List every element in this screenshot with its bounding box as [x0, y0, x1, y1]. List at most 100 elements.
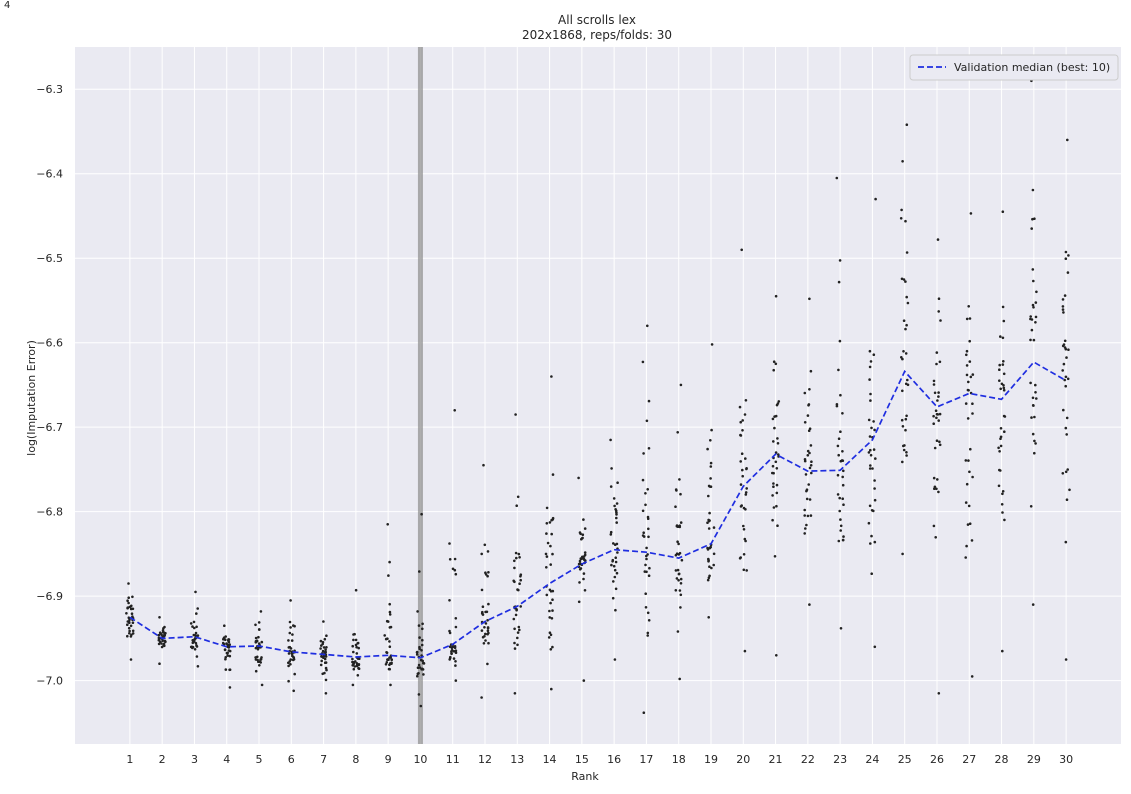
scatter-point	[257, 642, 261, 645]
scatter-point	[676, 568, 680, 572]
scatter-point	[227, 639, 230, 642]
scatter-point	[741, 474, 744, 478]
scatter-point	[228, 649, 232, 653]
scatter-point	[838, 339, 842, 343]
scatter-point	[807, 483, 810, 486]
scatter-point	[644, 592, 647, 595]
scatter-point	[743, 649, 747, 653]
scatter-point	[901, 160, 904, 163]
scatter-point	[932, 383, 936, 386]
scatter-point	[904, 417, 908, 421]
scatter-point	[513, 641, 516, 645]
scatter-point	[712, 563, 715, 567]
scatter-point	[613, 575, 617, 579]
scatter-point	[642, 531, 645, 534]
scatter-point	[481, 613, 485, 616]
scatter-point	[126, 599, 129, 602]
scatter-point	[678, 551, 682, 555]
scatter-point	[126, 606, 129, 609]
scatter-point	[965, 317, 969, 321]
scatter-point	[1065, 433, 1068, 436]
scatter-point	[932, 379, 936, 383]
scatter-point	[195, 644, 198, 647]
scatter-point	[550, 617, 554, 620]
scatter-point	[1001, 511, 1004, 514]
scatter-point	[869, 448, 872, 452]
scatter-point	[127, 616, 131, 619]
scatter-point	[739, 434, 743, 437]
scatter-point	[582, 577, 585, 581]
scatter-point	[388, 656, 391, 659]
scatter-point	[323, 657, 327, 661]
scatter-point	[518, 582, 521, 585]
scatter-point	[226, 654, 229, 657]
scatter-point	[647, 399, 651, 403]
scatter-point	[965, 544, 968, 548]
scatter-point	[646, 517, 650, 520]
scatter-point	[190, 645, 194, 649]
scatter-point	[613, 543, 617, 546]
scatter-point	[129, 635, 133, 638]
scatter-point	[805, 497, 809, 501]
scatter-point	[937, 395, 940, 398]
scatter-point	[1032, 404, 1035, 407]
scatter-point	[867, 451, 871, 454]
scatter-point	[162, 642, 166, 646]
scatter-point	[422, 673, 425, 676]
scatter-point	[355, 652, 359, 655]
scatter-point	[612, 580, 615, 583]
scatter-point	[968, 317, 972, 320]
y-tick-label: −6.8	[36, 506, 63, 519]
scatter-point	[868, 504, 872, 508]
scatter-point	[872, 420, 875, 423]
scatter-point	[420, 649, 423, 652]
scatter-point	[257, 635, 260, 639]
scatter-point	[646, 611, 650, 615]
scatter-point	[1065, 356, 1068, 359]
scatter-point	[388, 560, 391, 564]
scatter-point	[196, 665, 200, 668]
scatter-point	[290, 639, 294, 642]
scatter-point	[487, 602, 490, 606]
scatter-point	[969, 212, 973, 215]
scatter-point	[806, 514, 810, 518]
scatter-point	[932, 414, 935, 418]
x-tick-label: 13	[510, 753, 524, 766]
scatter-point	[453, 557, 457, 561]
scatter-point	[454, 649, 458, 652]
scatter-point	[254, 623, 257, 627]
scatter-point	[259, 610, 263, 613]
scatter-point	[966, 417, 970, 420]
x-tick-label: 14	[543, 753, 557, 766]
scatter-point	[869, 464, 872, 467]
scatter-point	[774, 362, 778, 366]
scatter-point	[222, 642, 226, 646]
scatter-point	[647, 619, 651, 622]
scatter-point	[519, 578, 522, 582]
scatter-point	[517, 552, 521, 556]
x-tick-label: 16	[607, 753, 621, 766]
scatter-point	[838, 496, 841, 500]
scatter-point	[254, 636, 258, 640]
scatter-point	[774, 294, 778, 298]
scatter-point	[1033, 217, 1036, 220]
scatter-point	[1063, 378, 1066, 382]
scatter-point	[803, 532, 806, 535]
scatter-point	[257, 621, 261, 624]
scatter-point	[806, 449, 810, 453]
scatter-point	[868, 349, 872, 353]
scatter-point	[131, 595, 134, 599]
scatter-point	[289, 647, 293, 650]
scatter-point	[356, 674, 360, 677]
scatter-point	[358, 657, 361, 660]
scatter-point	[900, 208, 903, 212]
scatter-point	[484, 622, 488, 625]
scatter-point	[1001, 305, 1005, 309]
scatter-point	[1033, 439, 1036, 443]
scatter-point	[1033, 415, 1036, 419]
scatter-point	[775, 483, 779, 487]
scatter-point	[710, 566, 713, 570]
scatter-point	[873, 645, 877, 649]
scatter-point	[1062, 343, 1066, 346]
scatter-point	[965, 349, 969, 353]
